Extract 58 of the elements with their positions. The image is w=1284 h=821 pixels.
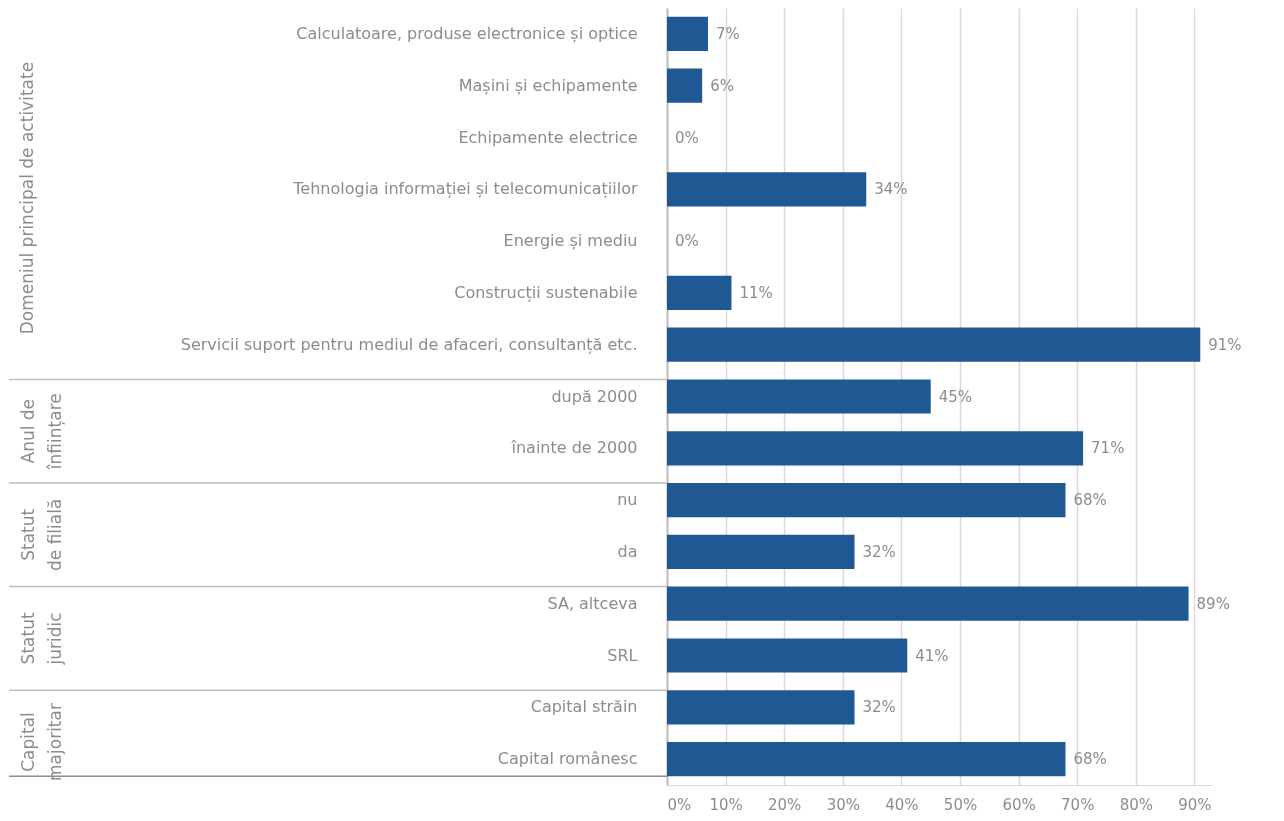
bar <box>667 690 855 725</box>
bar <box>667 16 709 51</box>
y-tick-label: SA, altceva <box>547 593 638 613</box>
y-tick-label: Calculatoare, produse electronice și optice <box>296 23 638 43</box>
y-tick-label: Echipamente electrice <box>458 127 638 147</box>
bar <box>667 327 1201 362</box>
x-tick-label: 80% <box>1119 795 1153 814</box>
data-label: 68% <box>1073 491 1107 510</box>
data-label: 71% <box>1091 439 1125 458</box>
text: Anul de înființare <box>18 393 65 471</box>
data-label: 0% <box>675 232 699 251</box>
y-tick-label: SRL <box>607 645 638 665</box>
y-tick-label: Tehnologia informației și telecomunicațiilor <box>292 179 638 199</box>
x-tick-label: 60% <box>1002 795 1036 814</box>
x-tick-label: 90% <box>1178 795 1212 814</box>
y-tick-label: da <box>617 541 638 561</box>
x-tick-label: 50% <box>943 795 978 814</box>
data-label: 0% <box>675 128 699 147</box>
data-label: 89% <box>1196 594 1230 613</box>
bar <box>667 275 732 310</box>
bar <box>667 68 703 103</box>
x-tick-label: 10% <box>709 795 743 814</box>
x-tick-label: 70% <box>1061 795 1095 814</box>
bar <box>667 431 1084 466</box>
y-tick-label: nu <box>617 490 638 510</box>
bar <box>667 638 908 673</box>
bar <box>667 742 1066 777</box>
y-tick-label: Servicii suport pentru mediul de afaceri, consultanță etc. <box>180 334 638 354</box>
bar <box>667 586 1189 621</box>
text: Statut juridic <box>18 612 65 666</box>
y-tick-label: Mașini și echipamente <box>458 75 638 95</box>
data-label: 32% <box>862 542 896 561</box>
x-tick-label: 0% <box>667 795 692 814</box>
data-label: 68% <box>1073 750 1107 769</box>
bar <box>667 379 931 414</box>
y-tick-label: Capital străin <box>530 697 638 717</box>
data-label: 32% <box>862 698 896 717</box>
x-tick-label: 20% <box>768 795 802 814</box>
x-tick-label: 40% <box>885 795 919 814</box>
text: Capital majoritar <box>18 703 65 781</box>
data-label: 91% <box>1208 335 1242 354</box>
data-label: 41% <box>915 646 949 665</box>
bar <box>667 483 1066 518</box>
bar <box>667 534 855 569</box>
data-label: 11% <box>739 283 773 302</box>
x-tick-label: 30% <box>826 795 860 814</box>
y-tick-label: Capital românesc <box>497 749 638 769</box>
data-label: 34% <box>874 180 908 199</box>
text: Statut de filială <box>18 498 65 571</box>
y-tick-label: Construcții sustenabile <box>454 282 638 302</box>
data-label: 7% <box>716 24 740 43</box>
data-label: 45% <box>938 387 973 406</box>
y-tick-label: înainte de 2000 <box>510 438 638 458</box>
text: Domeniul principal de activitate <box>17 61 37 335</box>
y-tick-label: după 2000 <box>551 386 638 406</box>
bar <box>667 172 867 207</box>
data-label: 6% <box>710 76 734 95</box>
y-tick-label: Energie și mediu <box>503 231 638 251</box>
